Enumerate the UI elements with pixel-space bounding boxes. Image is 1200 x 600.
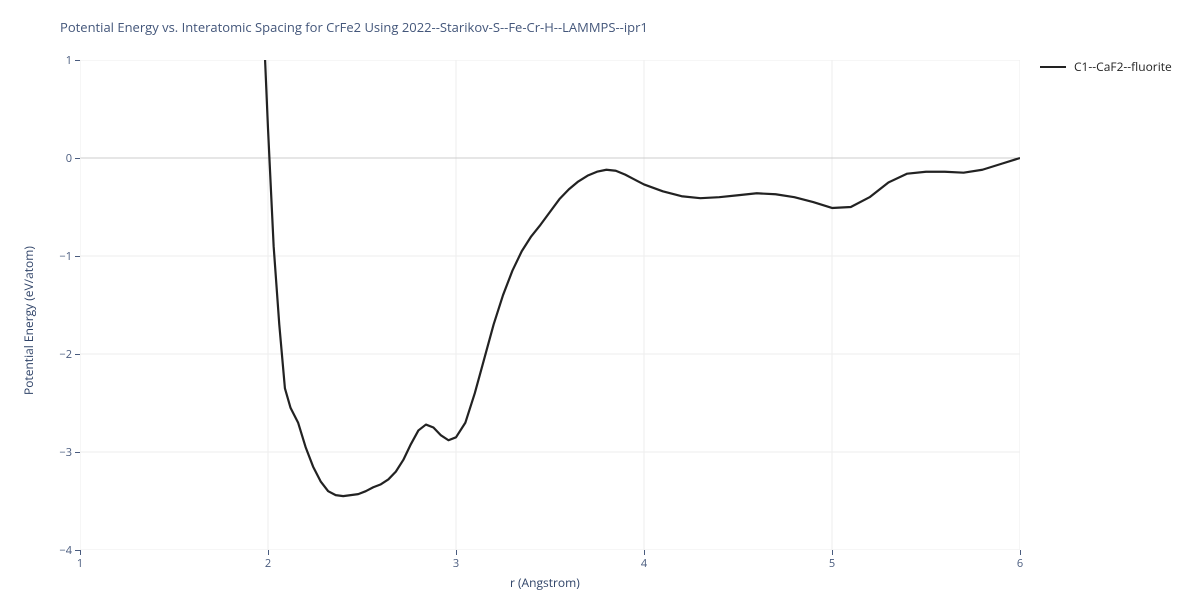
plot-area (80, 60, 1020, 550)
legend-label: C1--CaF2--fluorite (1074, 58, 1172, 75)
chart-container: { "chart": { "type": "line", "title": "P… (0, 0, 1200, 600)
x-tick-mark (80, 550, 81, 555)
x-tick-label: 5 (822, 556, 842, 571)
y-tick-mark (75, 256, 80, 257)
x-tick-mark (644, 550, 645, 555)
x-tick-mark (1020, 550, 1021, 555)
x-tick-label: 1 (70, 556, 90, 571)
y-tick-label: −2 (46, 347, 72, 362)
y-tick-mark (75, 354, 80, 355)
y-tick-label: −4 (46, 543, 72, 558)
chart-title: Potential Energy vs. Interatomic Spacing… (60, 18, 648, 36)
legend: C1--CaF2--fluorite (1040, 58, 1172, 75)
y-tick-mark (75, 550, 80, 551)
y-tick-label: 0 (46, 151, 72, 166)
y-axis-label: Potential Energy (eV/atom) (20, 246, 37, 395)
x-tick-label: 2 (258, 556, 278, 571)
x-tick-label: 4 (634, 556, 654, 571)
x-tick-label: 6 (1010, 556, 1030, 571)
y-tick-mark (75, 158, 80, 159)
legend-swatch (1040, 66, 1066, 68)
x-tick-mark (268, 550, 269, 555)
y-tick-label: 1 (46, 53, 72, 68)
y-tick-mark (75, 60, 80, 61)
x-tick-label: 3 (446, 556, 466, 571)
y-tick-mark (75, 452, 80, 453)
y-tick-label: −1 (46, 249, 72, 264)
y-tick-label: −3 (46, 445, 72, 460)
x-axis-label: r (Angstrom) (510, 574, 580, 591)
x-tick-mark (456, 550, 457, 555)
x-tick-mark (832, 550, 833, 555)
